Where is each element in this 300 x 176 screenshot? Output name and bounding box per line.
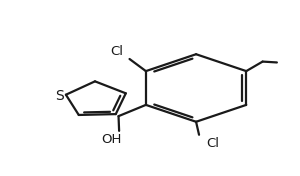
Text: Cl: Cl [206, 137, 220, 149]
Text: OH: OH [101, 133, 122, 146]
Text: Cl: Cl [110, 45, 124, 58]
Text: S: S [55, 89, 64, 103]
